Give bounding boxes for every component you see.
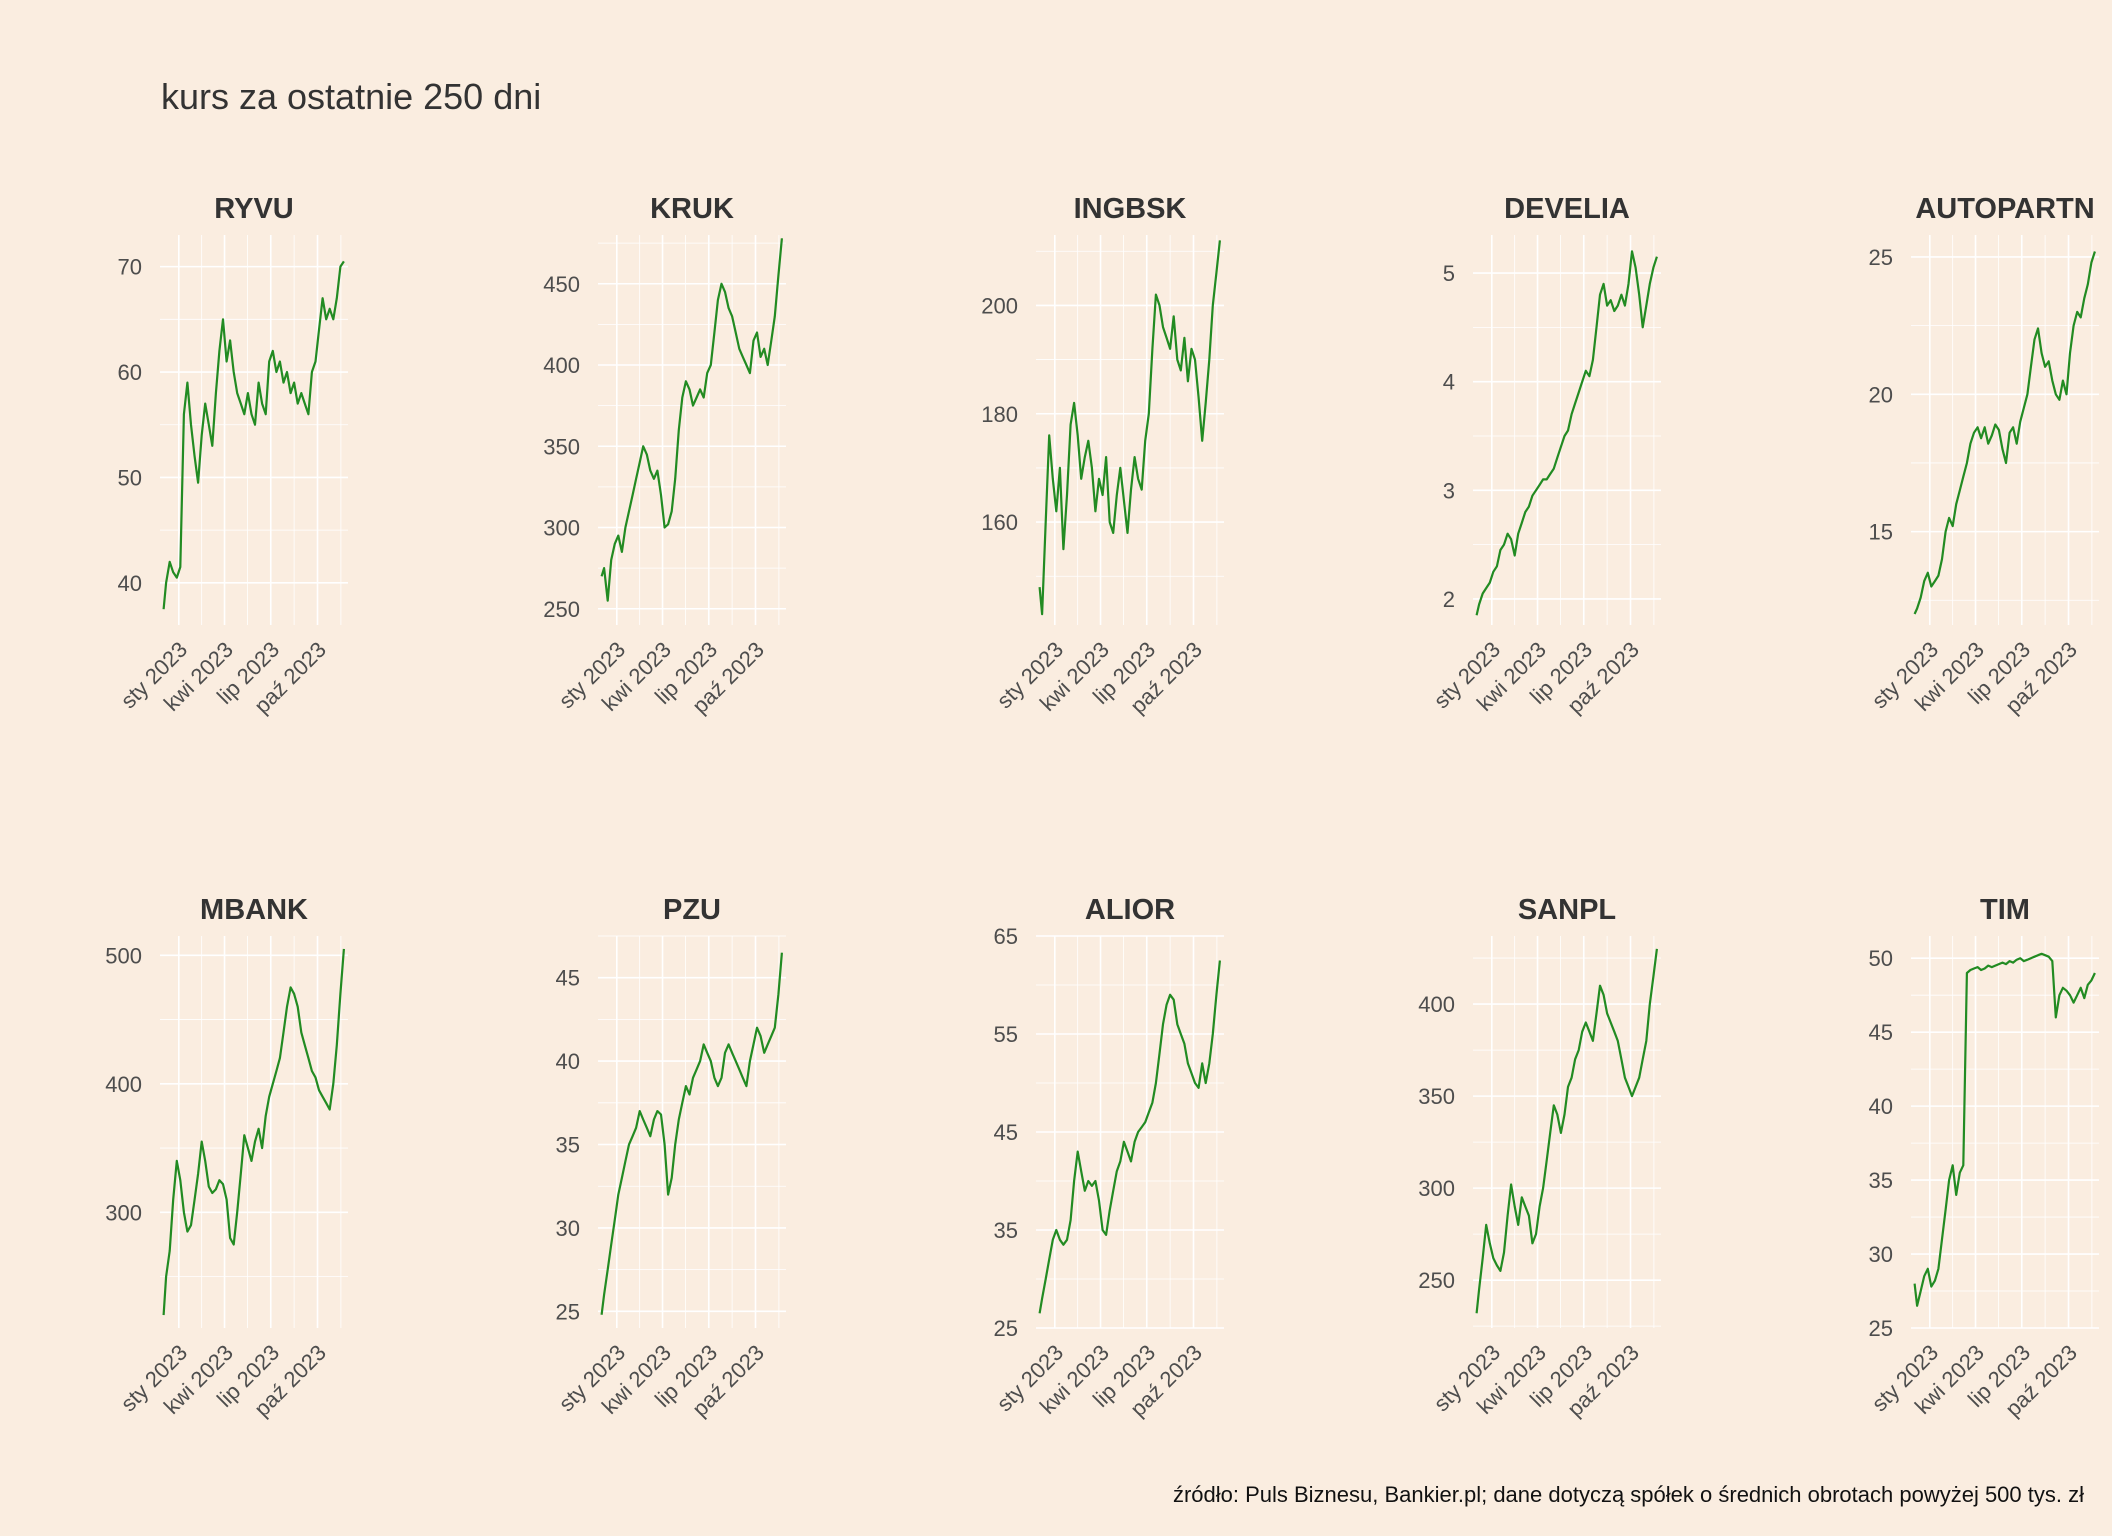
y-tick-label: 70	[118, 255, 142, 280]
facet-title: PZU	[663, 894, 721, 926]
y-tick-label: 200	[981, 293, 1018, 318]
y-tick-label: 180	[981, 402, 1018, 427]
y-tick-label: 55	[994, 1022, 1018, 1047]
facet-title: AUTOPARTN	[1915, 193, 2094, 225]
y-tick-label: 400	[543, 353, 580, 378]
y-tick-label: 300	[1418, 1176, 1455, 1201]
y-tick-label: 40	[118, 571, 142, 596]
y-tick-label: 60	[118, 360, 142, 385]
y-tick-label: 50	[118, 465, 142, 490]
y-tick-label: 25	[1869, 245, 1893, 270]
y-tick-label: 5	[1443, 261, 1455, 286]
y-tick-label: 30	[556, 1216, 580, 1241]
price-series-line	[1038, 240, 1221, 616]
y-tick-label: 45	[994, 1120, 1018, 1145]
y-tick-label: 30	[1869, 1242, 1893, 1267]
y-tick-label: 35	[556, 1133, 580, 1158]
y-tick-label: 250	[1418, 1268, 1455, 1293]
y-tick-label: 40	[556, 1049, 580, 1074]
y-tick-label: 25	[556, 1299, 580, 1324]
y-tick-label: 2	[1443, 587, 1455, 612]
y-tick-label: 50	[1869, 946, 1893, 971]
price-series-line	[162, 948, 345, 1316]
y-tick-label: 160	[981, 510, 1018, 535]
price-series-line	[1913, 952, 2096, 1307]
y-tick-label: 40	[1869, 1094, 1893, 1119]
y-tick-label: 25	[1869, 1316, 1893, 1341]
y-tick-label: 65	[994, 924, 1018, 949]
y-tick-label: 15	[1869, 520, 1893, 545]
y-tick-label: 45	[556, 966, 580, 991]
price-series-line	[1913, 251, 2096, 615]
facet-title: ALIOR	[1085, 894, 1175, 926]
facet-title: MBANK	[200, 894, 308, 926]
price-series-line	[1475, 250, 1658, 616]
y-tick-label: 35	[994, 1218, 1018, 1243]
chart-title: kurs za ostatnie 250 dni	[161, 76, 542, 117]
price-series-line	[1475, 948, 1658, 1314]
y-tick-label: 450	[543, 272, 580, 297]
y-tick-label: 300	[543, 516, 580, 541]
y-tick-label: 300	[105, 1200, 142, 1225]
y-tick-label: 4	[1443, 370, 1455, 395]
facet-title: RYVU	[214, 193, 294, 225]
y-tick-label: 35	[1869, 1168, 1893, 1193]
facet-title: TIM	[1980, 894, 2030, 926]
y-tick-label: 350	[1418, 1084, 1455, 1109]
y-tick-label: 400	[105, 1072, 142, 1097]
price-series-line	[162, 260, 345, 610]
y-tick-label: 45	[1869, 1020, 1893, 1045]
y-tick-label: 250	[543, 597, 580, 622]
y-tick-label: 20	[1869, 382, 1893, 407]
y-tick-label: 400	[1418, 992, 1455, 1017]
facet-title: KRUK	[650, 193, 734, 225]
facet-title: INGBSK	[1074, 193, 1187, 225]
y-tick-label: 350	[543, 434, 580, 459]
price-series-line	[600, 952, 783, 1315]
y-tick-label: 500	[105, 943, 142, 968]
price-series-line	[1038, 960, 1221, 1314]
y-tick-label: 25	[994, 1316, 1018, 1341]
source-caption: źródło: Puls Biznesu, Bankier.pl; dane d…	[1172, 1482, 2084, 1507]
y-tick-label: 3	[1443, 478, 1455, 503]
facet-title: SANPL	[1518, 894, 1616, 926]
facet-title: DEVELIA	[1504, 193, 1630, 225]
price-series-line	[600, 238, 783, 602]
